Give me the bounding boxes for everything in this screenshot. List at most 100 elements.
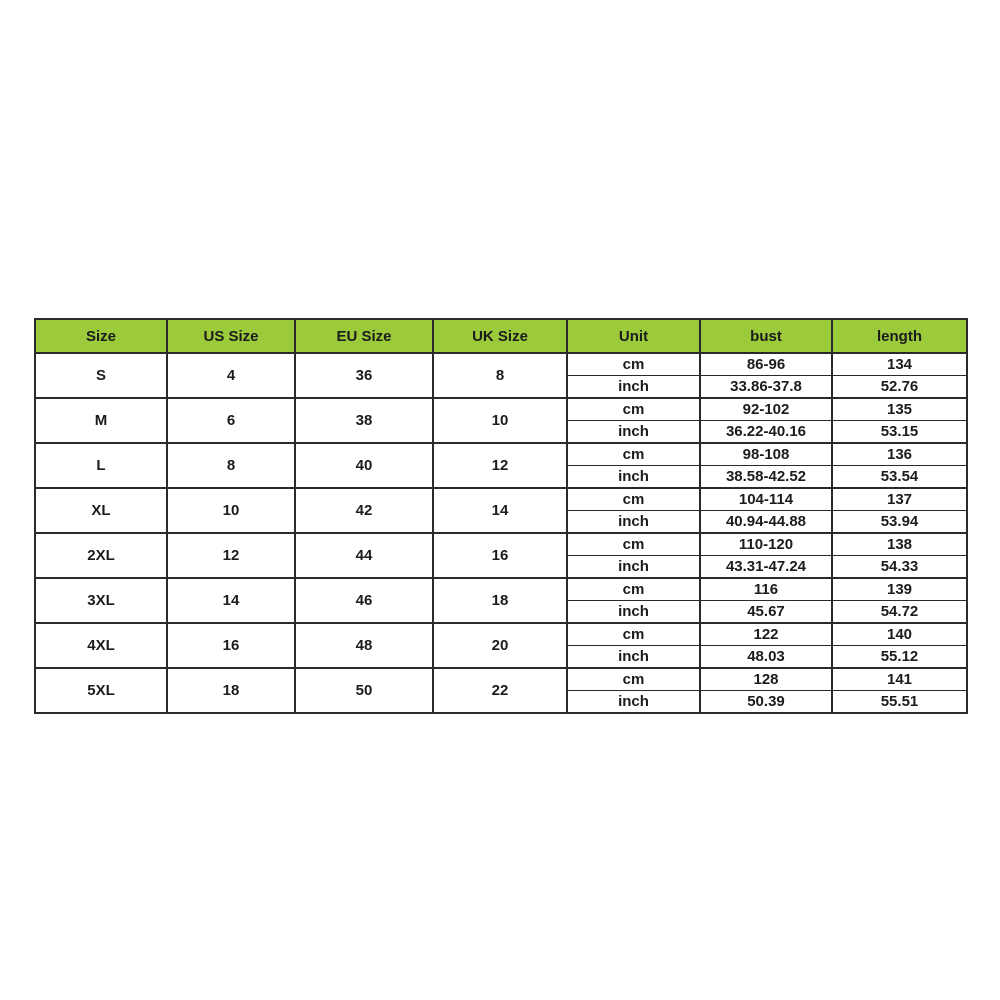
cell-bust-cm: 110-120 bbox=[699, 532, 833, 556]
cell-unit-cm: cm bbox=[566, 352, 701, 376]
cell-eu-size: 46 bbox=[294, 577, 434, 624]
cell-uk-size: 22 bbox=[432, 667, 568, 714]
column-header-length: length bbox=[831, 318, 968, 354]
column-header-eu-size: EU Size bbox=[294, 318, 434, 354]
cell-unit-inch: inch bbox=[566, 645, 701, 669]
cell-bust-cm: 98-108 bbox=[699, 442, 833, 466]
cell-size: M bbox=[34, 397, 168, 444]
cell-uk-size: 16 bbox=[432, 532, 568, 579]
cell-us-size: 6 bbox=[166, 397, 296, 444]
cell-length-inch: 55.12 bbox=[831, 645, 968, 669]
header-row: Size US Size EU Size UK Size Unit bust l… bbox=[34, 318, 968, 354]
cell-us-size: 12 bbox=[166, 532, 296, 579]
cell-unit-cm: cm bbox=[566, 667, 701, 691]
cell-bust-inch: 48.03 bbox=[699, 645, 833, 669]
cell-length-inch: 52.76 bbox=[831, 375, 968, 399]
cell-length-cm: 134 bbox=[831, 352, 968, 376]
cell-uk-size: 20 bbox=[432, 622, 568, 669]
cell-unit-cm: cm bbox=[566, 442, 701, 466]
column-header-size: Size bbox=[34, 318, 168, 354]
table-row: inch 33.86-37.8 52.76 bbox=[35, 375, 968, 399]
table-row: L 8 40 12 cm 98-108 136 bbox=[34, 442, 968, 489]
cell-uk-size: 12 bbox=[432, 442, 568, 489]
cell-bust-inch: 43.31-47.24 bbox=[699, 555, 833, 579]
table-row: inch 36.22-40.16 53.15 bbox=[35, 420, 968, 444]
table-row: inch 43.31-47.24 54.33 bbox=[35, 555, 968, 579]
cell-size: XL bbox=[34, 487, 168, 534]
cell-unit-cm: cm bbox=[566, 577, 701, 601]
cell-size: S bbox=[34, 352, 168, 399]
cell-uk-size: 8 bbox=[432, 352, 568, 399]
cell-eu-size: 42 bbox=[294, 487, 434, 534]
cell-bust-inch: 40.94-44.88 bbox=[699, 510, 833, 534]
cell-eu-size: 44 bbox=[294, 532, 434, 579]
cell-size: L bbox=[34, 442, 168, 489]
table-row: 5XL 18 50 22 cm 128 141 bbox=[34, 667, 968, 714]
cell-unit-inch: inch bbox=[566, 420, 701, 444]
cell-length-cm: 140 bbox=[831, 622, 968, 646]
cell-us-size: 18 bbox=[166, 667, 296, 714]
column-header-us-size: US Size bbox=[166, 318, 296, 354]
cell-eu-size: 38 bbox=[294, 397, 434, 444]
cell-bust-cm: 122 bbox=[699, 622, 833, 646]
cell-unit-cm: cm bbox=[566, 397, 701, 421]
cell-us-size: 10 bbox=[166, 487, 296, 534]
cell-unit-cm: cm bbox=[566, 622, 701, 646]
cell-length-cm: 141 bbox=[831, 667, 968, 691]
cell-bust-inch: 36.22-40.16 bbox=[699, 420, 833, 444]
cell-unit-inch: inch bbox=[566, 375, 701, 399]
table-row: M 6 38 10 cm 92-102 135 bbox=[34, 397, 968, 444]
cell-uk-size: 14 bbox=[432, 487, 568, 534]
cell-length-cm: 135 bbox=[831, 397, 968, 421]
cell-length-inch: 55.51 bbox=[831, 690, 968, 714]
cell-unit-inch: inch bbox=[566, 690, 701, 714]
column-header-bust: bust bbox=[699, 318, 833, 354]
cell-uk-size: 10 bbox=[432, 397, 568, 444]
column-header-uk-size: UK Size bbox=[432, 318, 568, 354]
cell-uk-size: 18 bbox=[432, 577, 568, 624]
cell-us-size: 8 bbox=[166, 442, 296, 489]
cell-unit-inch: inch bbox=[566, 600, 701, 624]
cell-length-inch: 54.72 bbox=[831, 600, 968, 624]
cell-size: 5XL bbox=[34, 667, 168, 714]
cell-bust-cm: 86-96 bbox=[699, 352, 833, 376]
table-row: S 4 36 8 cm 86-96 134 bbox=[34, 352, 968, 399]
cell-eu-size: 40 bbox=[294, 442, 434, 489]
table-row: inch 38.58-42.52 53.54 bbox=[35, 465, 968, 489]
cell-bust-cm: 104-114 bbox=[699, 487, 833, 511]
cell-length-inch: 54.33 bbox=[831, 555, 968, 579]
cell-unit-cm: cm bbox=[566, 532, 701, 556]
cell-eu-size: 50 bbox=[294, 667, 434, 714]
cell-us-size: 4 bbox=[166, 352, 296, 399]
column-header-unit: Unit bbox=[566, 318, 701, 354]
cell-unit-inch: inch bbox=[566, 555, 701, 579]
cell-bust-inch: 45.67 bbox=[699, 600, 833, 624]
cell-bust-cm: 128 bbox=[699, 667, 833, 691]
cell-length-inch: 53.94 bbox=[831, 510, 968, 534]
cell-bust-inch: 33.86-37.8 bbox=[699, 375, 833, 399]
table-row: inch 50.39 55.51 bbox=[35, 690, 968, 714]
cell-length-cm: 139 bbox=[831, 577, 968, 601]
table-row: XL 10 42 14 cm 104-114 137 bbox=[34, 487, 968, 534]
cell-size: 4XL bbox=[34, 622, 168, 669]
cell-bust-inch: 38.58-42.52 bbox=[699, 465, 833, 489]
cell-us-size: 14 bbox=[166, 577, 296, 624]
cell-size: 3XL bbox=[34, 577, 168, 624]
cell-size: 2XL bbox=[34, 532, 168, 579]
cell-bust-cm: 116 bbox=[699, 577, 833, 601]
table-row: inch 45.67 54.72 bbox=[35, 600, 968, 624]
cell-bust-inch: 50.39 bbox=[699, 690, 833, 714]
cell-eu-size: 36 bbox=[294, 352, 434, 399]
size-chart-table: Size US Size EU Size UK Size Unit bust l… bbox=[34, 318, 968, 714]
cell-unit-cm: cm bbox=[566, 487, 701, 511]
cell-us-size: 16 bbox=[166, 622, 296, 669]
cell-length-inch: 53.54 bbox=[831, 465, 968, 489]
cell-length-cm: 138 bbox=[831, 532, 968, 556]
cell-length-cm: 136 bbox=[831, 442, 968, 466]
cell-unit-inch: inch bbox=[566, 510, 701, 534]
table-row: 3XL 14 46 18 cm 116 139 bbox=[34, 577, 968, 624]
table-row: 2XL 12 44 16 cm 110-120 138 bbox=[34, 532, 968, 579]
table-row: inch 40.94-44.88 53.94 bbox=[35, 510, 968, 534]
cell-unit-inch: inch bbox=[566, 465, 701, 489]
